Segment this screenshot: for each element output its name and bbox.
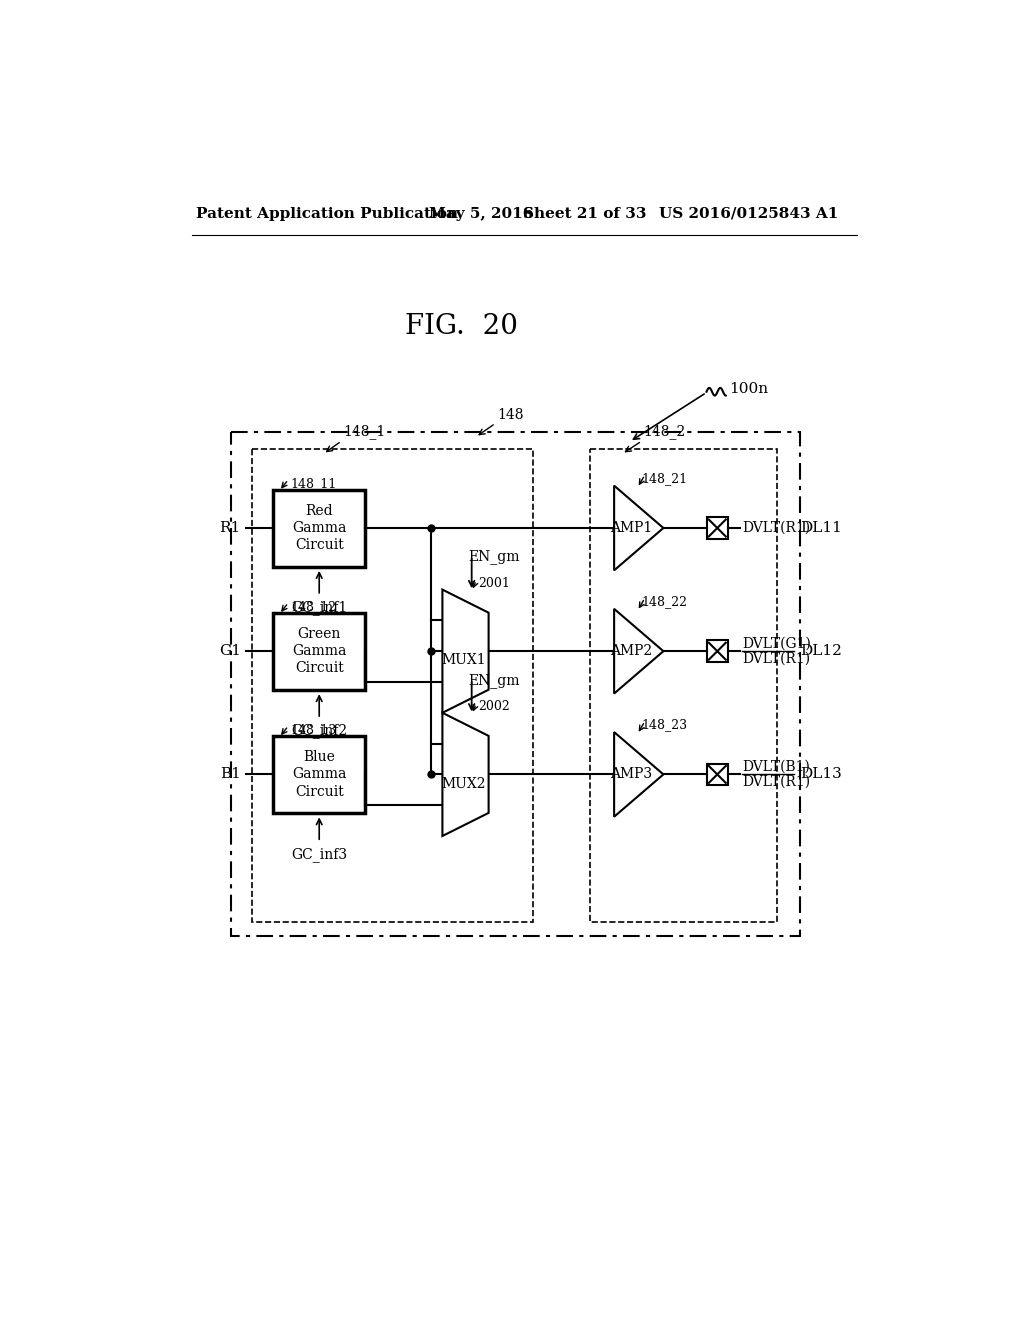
Text: Sheet 21 of 33: Sheet 21 of 33 [523, 207, 647, 220]
Text: 2002: 2002 [478, 701, 510, 714]
Text: Patent Application Publication: Patent Application Publication [196, 207, 458, 220]
Text: 148_22: 148_22 [642, 595, 688, 609]
Text: GC_inf1: GC_inf1 [291, 601, 347, 615]
Text: 148_1: 148_1 [343, 425, 385, 440]
Text: 148_13: 148_13 [290, 723, 336, 737]
Polygon shape [442, 713, 488, 836]
FancyBboxPatch shape [273, 612, 366, 689]
Polygon shape [614, 733, 664, 817]
Text: 148_11: 148_11 [290, 478, 336, 490]
Text: EN_gm: EN_gm [469, 549, 520, 565]
Text: B1: B1 [220, 767, 241, 781]
Text: 148_12: 148_12 [290, 601, 336, 614]
Text: EN_gm: EN_gm [469, 673, 520, 688]
Text: DVLT(R1): DVLT(R1) [742, 652, 810, 665]
Text: 2001: 2001 [478, 577, 510, 590]
Text: 148: 148 [497, 408, 523, 422]
Text: 148_21: 148_21 [642, 471, 688, 484]
Text: DL13: DL13 [801, 767, 842, 781]
Text: DVLT(G1): DVLT(G1) [742, 636, 811, 651]
Polygon shape [614, 609, 664, 693]
Text: AMP2: AMP2 [610, 644, 652, 659]
Text: 100n: 100n [730, 383, 769, 396]
Text: May 5, 2016: May 5, 2016 [429, 207, 534, 220]
Bar [707, 763, 728, 785]
Text: MUX1: MUX1 [441, 653, 486, 668]
FancyBboxPatch shape [273, 490, 366, 566]
Text: AMP3: AMP3 [610, 767, 652, 781]
Text: US 2016/0125843 A1: US 2016/0125843 A1 [658, 207, 839, 220]
Bar [707, 517, 728, 539]
Text: Red
Gamma
Circuit: Red Gamma Circuit [292, 504, 346, 552]
Text: GC_inf3: GC_inf3 [291, 847, 347, 862]
Text: MUX2: MUX2 [441, 776, 486, 791]
Text: G1: G1 [219, 644, 241, 659]
Polygon shape [442, 590, 488, 713]
Text: AMP1: AMP1 [610, 521, 652, 535]
Bar [707, 640, 728, 663]
Text: DVLT(R1): DVLT(R1) [742, 775, 810, 789]
Text: GC_inf2: GC_inf2 [291, 723, 347, 738]
Text: DVLT(R1): DVLT(R1) [742, 521, 810, 535]
Polygon shape [614, 486, 664, 570]
Text: 148_23: 148_23 [642, 718, 688, 731]
Text: Blue
Gamma
Circuit: Blue Gamma Circuit [292, 750, 346, 799]
Text: Green
Gamma
Circuit: Green Gamma Circuit [292, 627, 346, 676]
Text: FIG.  20: FIG. 20 [406, 313, 518, 339]
Text: DL12: DL12 [801, 644, 843, 659]
Text: DL11: DL11 [801, 521, 843, 535]
Text: 148_2: 148_2 [643, 425, 686, 440]
Text: DVLT(B1): DVLT(B1) [742, 760, 810, 774]
Text: R1: R1 [219, 521, 241, 535]
FancyBboxPatch shape [273, 737, 366, 813]
